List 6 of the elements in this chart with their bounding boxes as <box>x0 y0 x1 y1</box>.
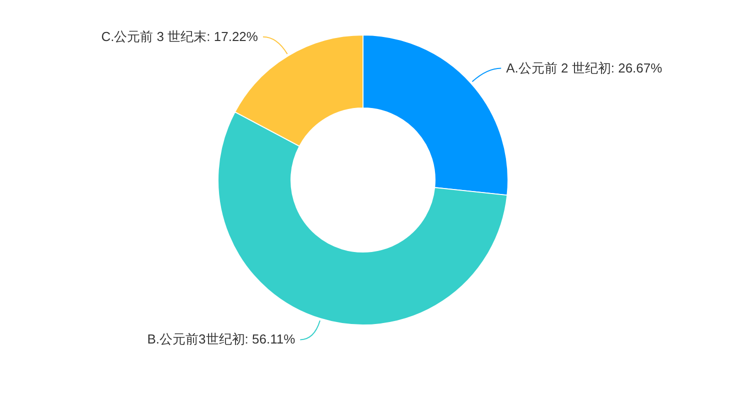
slice-label: A.公元前 2 世纪初 <box>506 60 611 76</box>
slice-label: C.公元前 3 世纪末 <box>101 28 207 44</box>
data-label: : 17.22% <box>206 28 258 44</box>
data-label: : 56.11% <box>244 332 296 347</box>
slice-label: B.公元前3世纪初 <box>147 332 245 347</box>
data-label: : 26.67% <box>610 60 663 76</box>
